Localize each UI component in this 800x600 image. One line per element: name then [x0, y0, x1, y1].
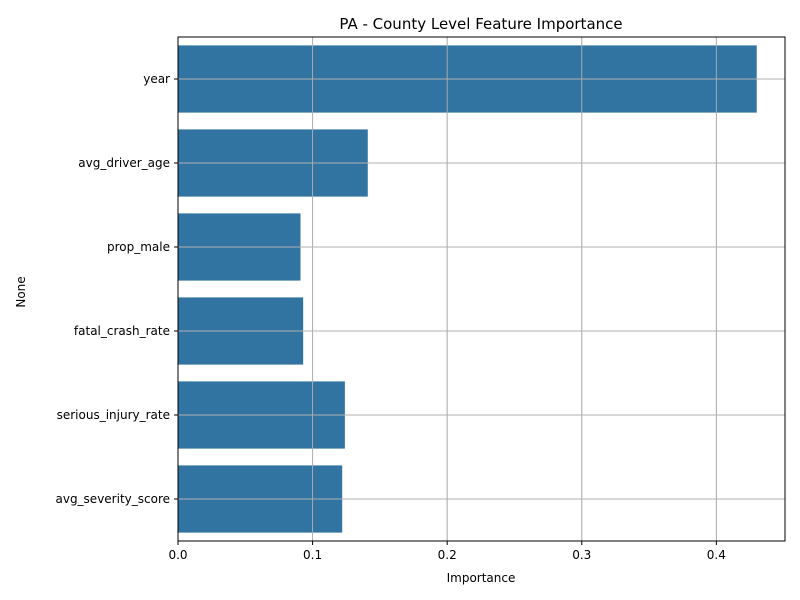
y-tick-label: serious_injury_rate [57, 408, 170, 422]
chart-title: PA - County Level Feature Importance [339, 15, 622, 33]
x-axis-label: Importance [447, 571, 516, 585]
x-tick-label: 0.3 [572, 548, 591, 562]
x-tick-label: 0.2 [438, 548, 457, 562]
x-tick-label: 0.4 [707, 548, 726, 562]
plot-frame [177, 36, 786, 542]
y-tick-label: avg_severity_score [55, 492, 170, 506]
x-ticks: 0.0 0.1 0.2 0.3 0.4 [168, 541, 726, 562]
y-axis-label: None [14, 276, 28, 307]
x-tick-label: 0.0 [168, 548, 187, 562]
bars [178, 45, 757, 533]
y-tick-label: prop_male [107, 240, 170, 254]
y-ticks: year avg_driver_age prop_male fatal_crash_r… [55, 72, 178, 506]
y-tick-label: fatal_crash_rate [74, 324, 170, 338]
axes-frame [177, 36, 786, 542]
y-tick-label: avg_driver_age [78, 156, 170, 170]
y-tick-label: year [143, 72, 170, 86]
x-tick-label: 0.1 [303, 548, 322, 562]
